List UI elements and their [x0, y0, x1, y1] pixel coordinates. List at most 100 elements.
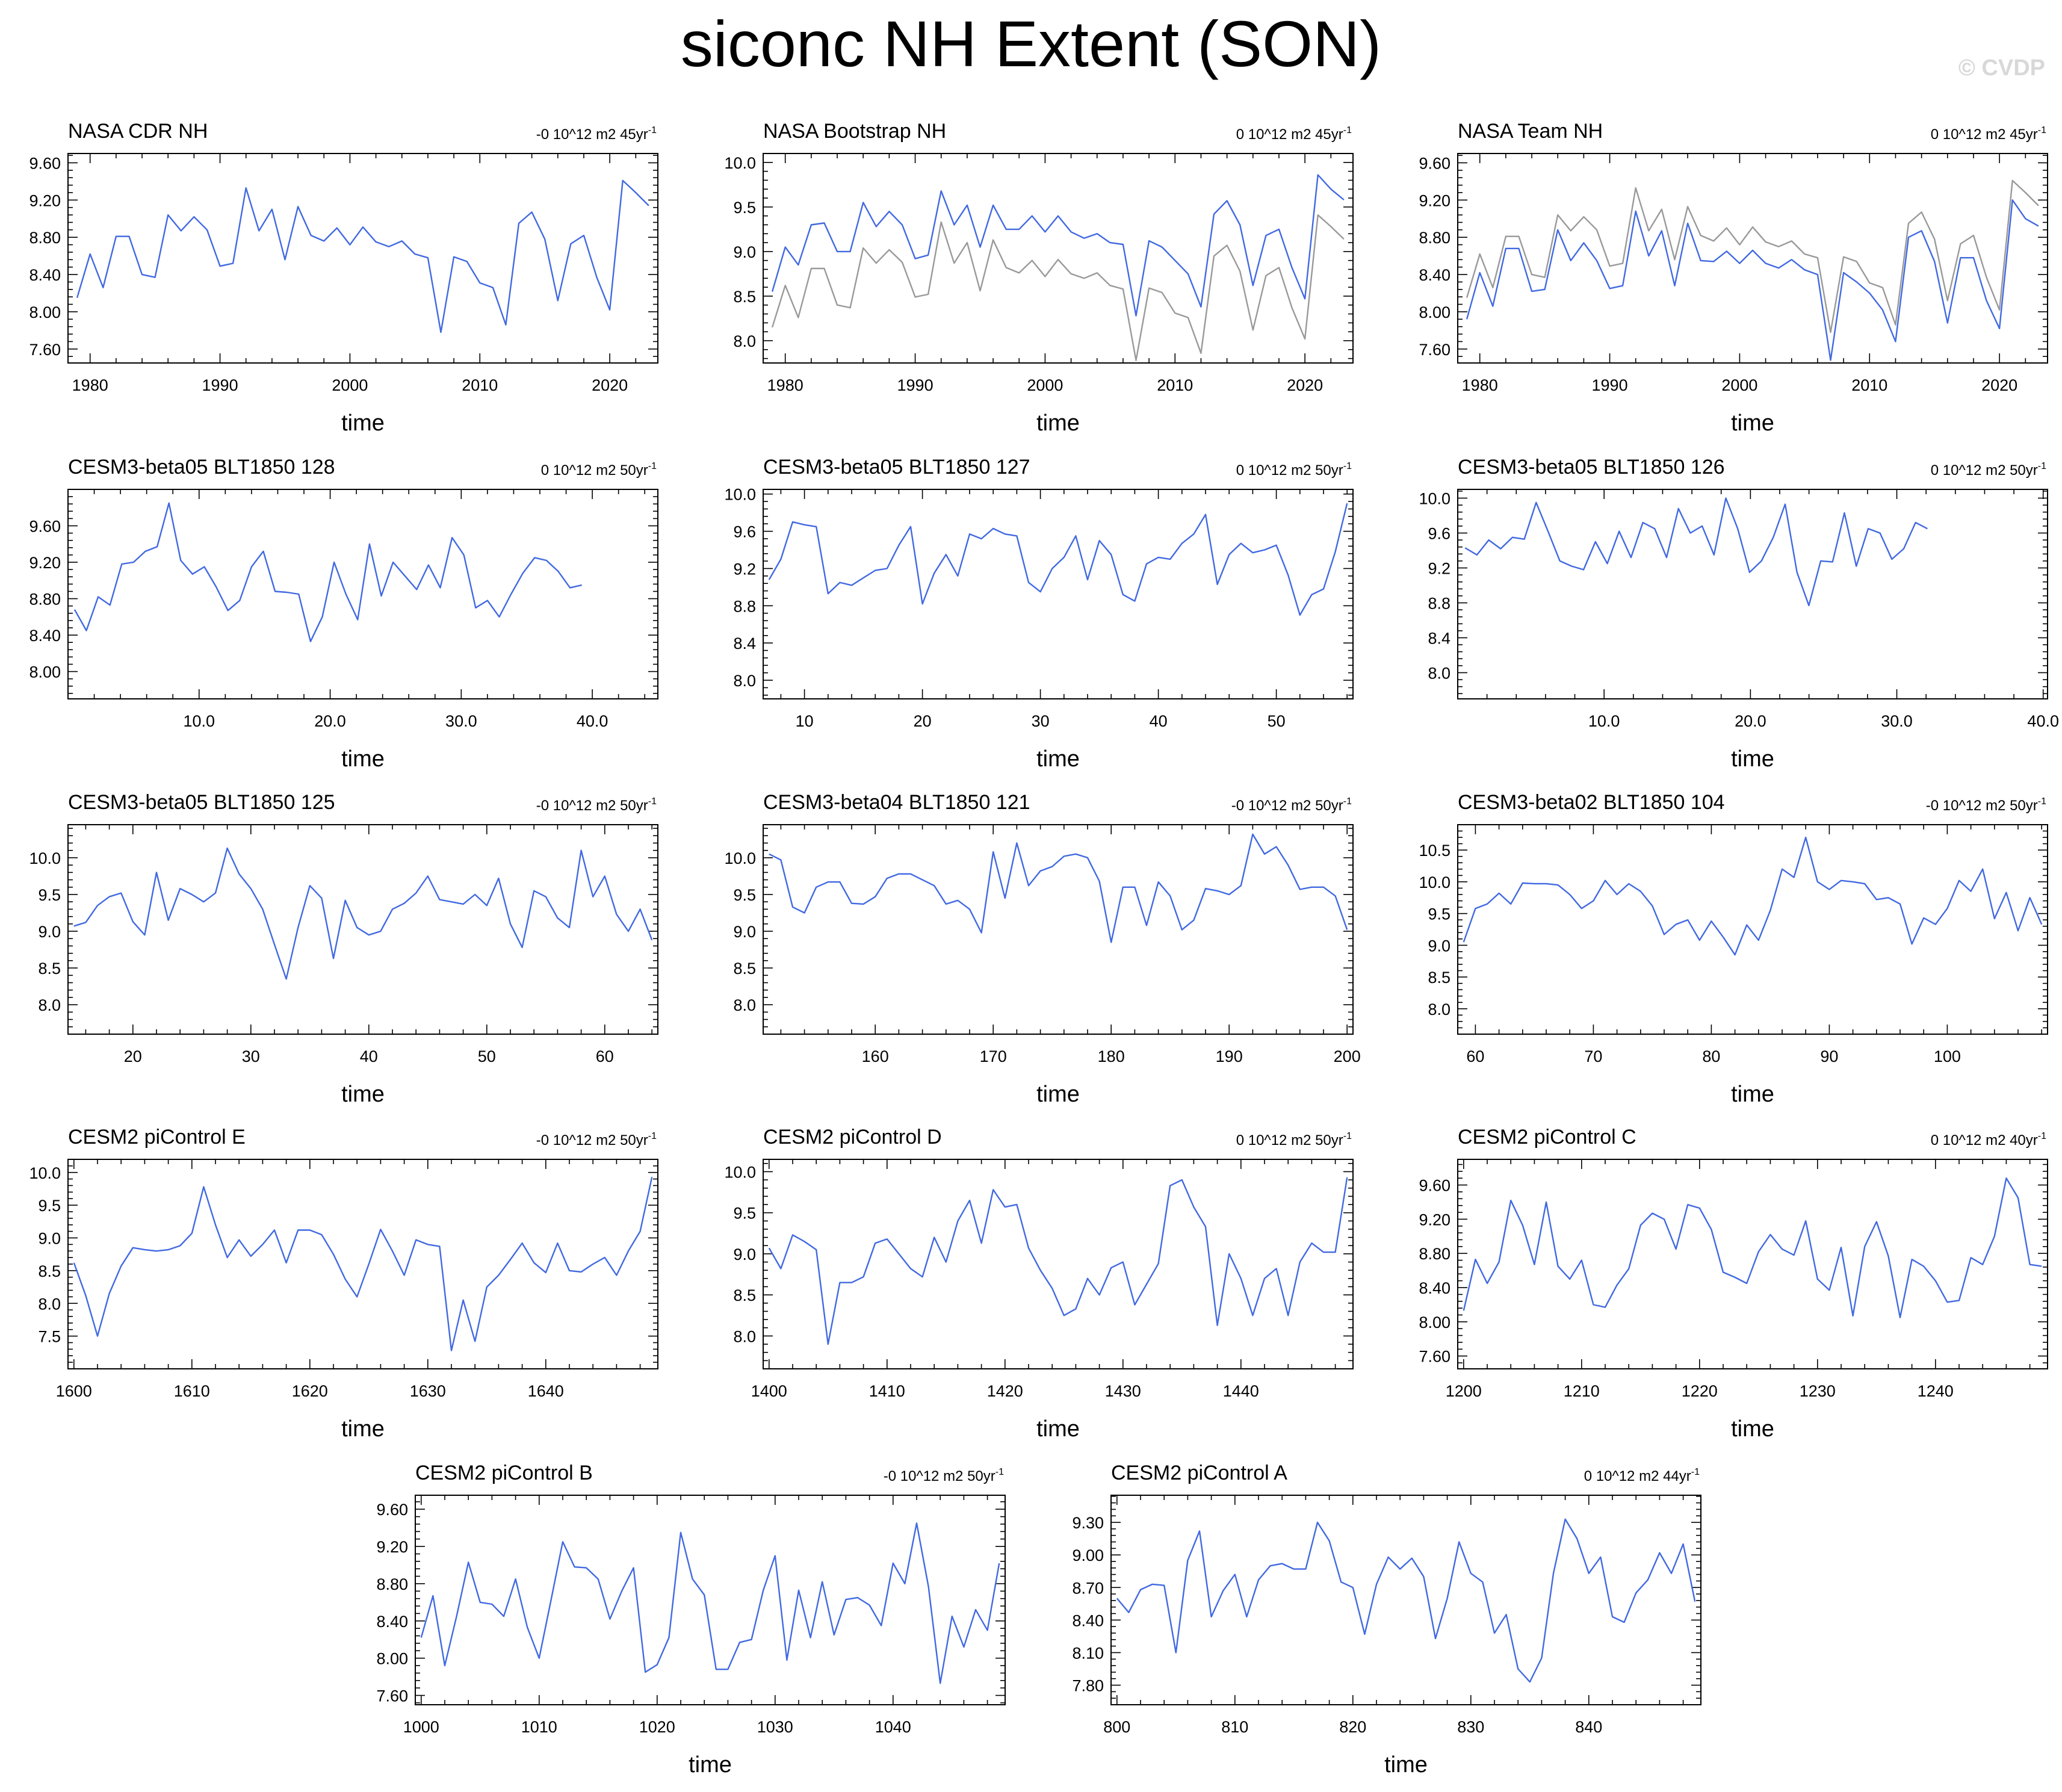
- y-tick-label: 9.20: [29, 191, 61, 209]
- y-ticks: [68, 828, 658, 1035]
- x-tick-label: 2020: [592, 376, 628, 394]
- y-tick-label: 8.5: [38, 1262, 61, 1280]
- x-tick-label: 100: [1934, 1047, 1961, 1065]
- x-tick-label: 40.0: [2027, 712, 2059, 730]
- y-tick-label: 8.00: [376, 1650, 408, 1668]
- x-tick-label: 2020: [1287, 376, 1323, 394]
- y-tick-label: 8.40: [376, 1613, 408, 1631]
- trend-label: -0 10^12 m2 50yr-1: [536, 1131, 657, 1149]
- y-tick-label: 9.5: [733, 886, 756, 904]
- y-tick-label: 10.0: [29, 1164, 61, 1182]
- y-ticks: [68, 1159, 658, 1369]
- x-axis-label: time: [1036, 1416, 1080, 1442]
- y-ticks: [1458, 824, 2048, 1035]
- panel-title: CESM3-beta05 BLT1850 128: [68, 456, 335, 479]
- y-ticks: [763, 493, 1353, 696]
- x-tick-label: 1980: [72, 376, 108, 394]
- x-tick-label: 30.0: [1881, 712, 1913, 730]
- panel-title: NASA Team NH: [1458, 120, 1603, 143]
- y-tick-label: 8.00: [1419, 1313, 1451, 1332]
- x-tick-label: 60: [1466, 1047, 1484, 1065]
- y-tick-label: 8.80: [1419, 229, 1451, 247]
- series-line: [771, 174, 1345, 317]
- x-tick-label: 1600: [56, 1382, 92, 1400]
- panel-10: CESM2 piControl E -0 10^12 m2 50yr-1 1600 1…: [29, 1126, 658, 1442]
- y-tick-label: 8.0: [38, 996, 61, 1014]
- panel-12: CESM2 piControl C 0 10^12 m2 40yr-1 1200 12…: [1419, 1126, 2048, 1442]
- x-tick-label: 40: [1150, 712, 1168, 730]
- x-tick-label: 1030: [757, 1718, 793, 1736]
- x-tick-label: 40.0: [577, 712, 608, 730]
- x-ticks: [89, 153, 637, 363]
- reference-series-line: [771, 214, 1345, 361]
- x-ticks: [85, 825, 652, 1034]
- panel-title: CESM3-beta05 BLT1850 125: [68, 791, 335, 814]
- x-tick-label: 10: [796, 712, 814, 730]
- y-tick-label: 8.0: [38, 1295, 61, 1313]
- x-ticks: [73, 1159, 641, 1369]
- y-tick-label: 8.80: [29, 229, 61, 247]
- plot-frame: [1457, 824, 2048, 1035]
- x-ticks: [1475, 825, 2042, 1034]
- plot-frame: [67, 824, 658, 1035]
- y-tick-label: 10.0: [724, 1163, 756, 1181]
- plot-frame: [1457, 1159, 2048, 1369]
- y-tick-label: 7.60: [1419, 1348, 1451, 1366]
- x-tick-label: 1200: [1446, 1382, 1482, 1400]
- x-tick-label: 20: [914, 712, 932, 730]
- y-tick-label: 9.20: [1419, 1211, 1451, 1229]
- panel-2: NASA Bootstrap NH 0 10^12 m2 45yr-1 1980 19…: [724, 120, 1354, 436]
- x-tick-label: 80: [1702, 1047, 1720, 1065]
- y-ticks: [68, 489, 658, 694]
- panel-8: CESM3-beta04 BLT1850 121 -0 10^12 m2 50yr…: [724, 791, 1360, 1107]
- trend-label: 0 10^12 m2 50yr-1: [1931, 461, 2046, 479]
- y-tick-label: 8.10: [1072, 1644, 1104, 1662]
- y-tick-label: 9.2: [1428, 560, 1451, 578]
- y-tick-label: 9.20: [29, 554, 61, 572]
- panel-9: CESM3-beta02 BLT1850 104 -0 10^12 m2 50yr…: [1419, 791, 2048, 1107]
- plot-frame: [763, 153, 1354, 364]
- y-tick-label: 7.60: [29, 341, 61, 359]
- x-ticks: [1457, 489, 2044, 699]
- y-tick-label: 7.60: [376, 1687, 408, 1705]
- y-tick-label: 9.00: [1072, 1546, 1104, 1564]
- y-tick-label: 8.40: [29, 266, 61, 284]
- x-tick-label: 1610: [174, 1382, 210, 1400]
- y-ticks: [415, 1501, 1005, 1704]
- panel-3: NASA Team NH 0 10^12 m2 45yr-1 1980 1990 200…: [1419, 120, 2048, 436]
- x-axis-label: time: [341, 1082, 385, 1107]
- y-tick-label: 8.0: [733, 996, 756, 1014]
- y-tick-label: 7.80: [1072, 1677, 1104, 1695]
- x-axis-label: time: [1036, 1082, 1080, 1107]
- x-tick-label: 1210: [1564, 1382, 1600, 1400]
- x-tick-label: 820: [1339, 1718, 1366, 1736]
- y-tick-label: 10.0: [29, 849, 61, 867]
- trend-label: -0 10^12 m2 50yr-1: [884, 1467, 1004, 1484]
- x-tick-label: 170: [980, 1047, 1007, 1065]
- x-tick-label: 1240: [1918, 1382, 1954, 1400]
- x-axis-label: time: [341, 1416, 385, 1442]
- x-tick-label: 20.0: [1735, 712, 1766, 730]
- x-axis-label: time: [689, 1752, 732, 1778]
- y-tick-label: 8.40: [29, 627, 61, 645]
- series-line: [1466, 199, 2039, 361]
- panel-7: CESM3-beta05 BLT1850 125 -0 10^12 m2 50yr…: [29, 791, 658, 1107]
- series-line: [1463, 836, 2043, 956]
- y-tick-label: 8.00: [29, 663, 61, 681]
- x-tick-label: 1630: [410, 1382, 446, 1400]
- trend-label: -0 10^12 m2 50yr-1: [536, 796, 657, 814]
- y-tick-label: 9.5: [733, 199, 756, 217]
- x-tick-label: 2000: [332, 376, 368, 394]
- x-ticks: [1479, 153, 2026, 363]
- x-tick-label: 1440: [1223, 1382, 1259, 1400]
- x-axis-label: time: [1731, 411, 1774, 436]
- x-tick-label: 160: [862, 1047, 889, 1065]
- y-ticks: [1458, 491, 2048, 695]
- trend-label: 0 10^12 m2 44yr-1: [1584, 1467, 1700, 1484]
- panel-title: CESM3-beta02 BLT1850 104: [1458, 791, 1725, 814]
- panel-title: CESM3-beta05 BLT1850 126: [1458, 456, 1725, 479]
- y-tick-label: 9.60: [1419, 1177, 1451, 1195]
- x-axis-label: time: [341, 411, 385, 436]
- panel-title: CESM3-beta04 BLT1850 121: [763, 791, 1030, 814]
- y-tick-label: 8.70: [1072, 1579, 1104, 1597]
